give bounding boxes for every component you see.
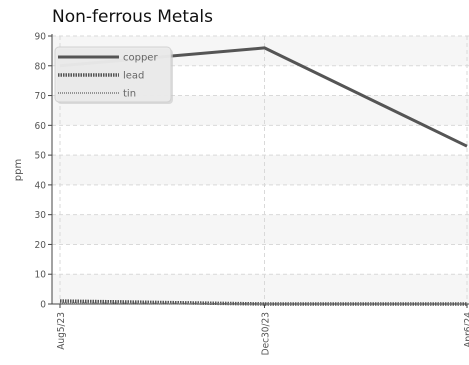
y-tick-label: 50	[35, 151, 47, 162]
y-tick-label: 30	[35, 210, 47, 221]
x-tick-label: Apr6/24	[463, 312, 469, 348]
legend-label-copper: copper	[123, 53, 158, 64]
legend: copper lead tin	[54, 46, 173, 104]
x-tick-label: Dec30/23	[261, 312, 272, 355]
plot-band	[52, 214, 469, 245]
y-tick-label: 70	[35, 91, 47, 102]
y-tick-label: 90	[35, 32, 47, 43]
legend-label-tin: tin	[123, 89, 136, 100]
plot-band	[52, 274, 469, 304]
y-tick-label: 60	[35, 121, 47, 132]
chart-title: Non-ferrous Metals	[52, 7, 213, 27]
y-tick-label: 40	[35, 180, 47, 191]
x-tick-label: Aug5/23	[56, 312, 67, 350]
x-tick-labels: Aug5/23 Dec30/23 Apr6/24	[56, 304, 469, 355]
y-tick-label: 0	[40, 300, 46, 311]
y-tick-labels: 0 10 20 30 40 50 60 70 80 90	[35, 32, 52, 311]
y-tick-label: 20	[35, 240, 47, 251]
y-tick-label: 10	[35, 270, 47, 281]
y-axis-label: ppm	[13, 159, 24, 181]
plot-band	[52, 155, 469, 185]
series-line-lead	[59, 299, 467, 306]
y-tick-label: 80	[35, 61, 47, 72]
legend-label-lead: lead	[123, 71, 144, 82]
